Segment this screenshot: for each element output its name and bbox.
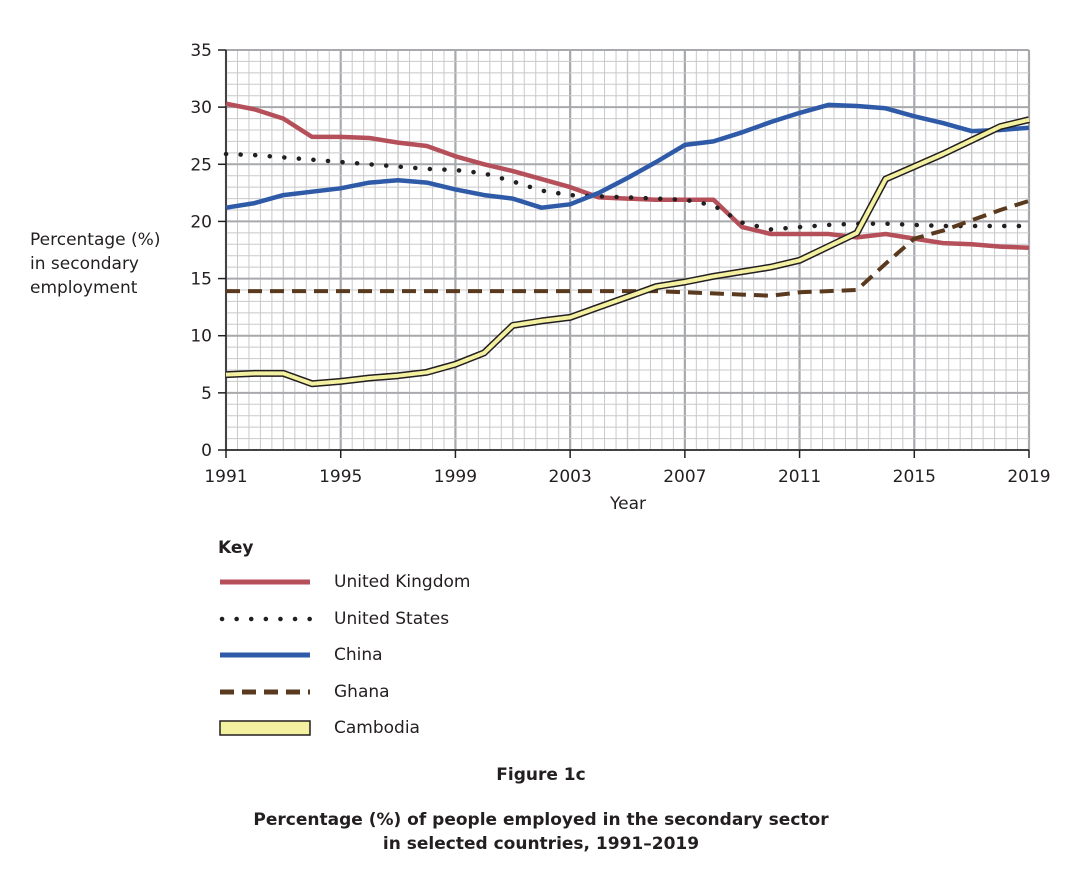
series-line-china bbox=[225, 102, 1030, 210]
legend-item: Ghana bbox=[218, 674, 470, 711]
x-tick-label: 2015 bbox=[893, 467, 936, 487]
legend-swatch bbox=[220, 689, 310, 695]
series-line-united-kingdom bbox=[225, 101, 1030, 250]
series-ghana bbox=[226, 198, 1030, 298]
chart-caption: Percentage (%) of people employed in the… bbox=[253, 810, 829, 854]
legend-item: United States bbox=[218, 601, 470, 638]
series-china bbox=[225, 102, 1030, 210]
legend-swatch bbox=[220, 579, 310, 585]
series-line-ghana bbox=[226, 198, 1030, 298]
x-tick-label: 1991 bbox=[204, 467, 247, 487]
figure-label: Figure 1c bbox=[496, 765, 586, 785]
legend-swatch bbox=[220, 652, 310, 658]
legend-label: United States bbox=[334, 608, 450, 629]
x-tick-label: 2011 bbox=[778, 467, 821, 487]
legend-swatch-box bbox=[219, 720, 311, 736]
legend-label: Ghana bbox=[334, 681, 390, 702]
legend-item: United Kingdom bbox=[218, 564, 470, 601]
y-tick-label: 20 bbox=[190, 212, 212, 232]
legend-swatch bbox=[219, 720, 311, 736]
legend-label: United Kingdom bbox=[334, 572, 471, 593]
x-tick-label: 2019 bbox=[1007, 467, 1050, 487]
x-tick-label: 1999 bbox=[434, 467, 477, 487]
legend-label: Cambodia bbox=[334, 718, 420, 739]
y-tick-label: 25 bbox=[190, 155, 212, 175]
x-tick-label: 1995 bbox=[319, 467, 362, 487]
y-tick-label: 0 bbox=[201, 441, 212, 461]
legend: Key United Kingdom United States China Ghan… bbox=[218, 538, 470, 747]
y-tick-label: 5 bbox=[201, 384, 212, 404]
legend-item: China bbox=[218, 637, 470, 674]
y-tick-label: 15 bbox=[190, 270, 212, 290]
x-axis-label: Year bbox=[610, 494, 646, 514]
series-cambodia bbox=[225, 116, 1030, 388]
grid bbox=[224, 49, 1031, 451]
line-chart: 0 5 10 15 20 25 30 35 1991 1995 1999 2003 2007 2011 20… bbox=[190, 41, 1050, 487]
x-tick-label: 2003 bbox=[549, 467, 592, 487]
series-line-cambodia bbox=[225, 117, 1030, 386]
legend-label: China bbox=[334, 645, 383, 666]
y-tick-label: 30 bbox=[190, 98, 212, 118]
legend-item: Cambodia bbox=[218, 710, 470, 747]
y-tick-label: 10 bbox=[190, 327, 212, 347]
y-tick-label: 35 bbox=[190, 41, 212, 61]
x-tick-label: 2007 bbox=[663, 467, 706, 487]
legend-title: Key bbox=[218, 538, 254, 558]
series-united-kingdom bbox=[225, 101, 1030, 250]
y-axis-label: Percentage (%) in secondary employment bbox=[30, 230, 161, 298]
legend-swatch bbox=[219, 616, 312, 621]
